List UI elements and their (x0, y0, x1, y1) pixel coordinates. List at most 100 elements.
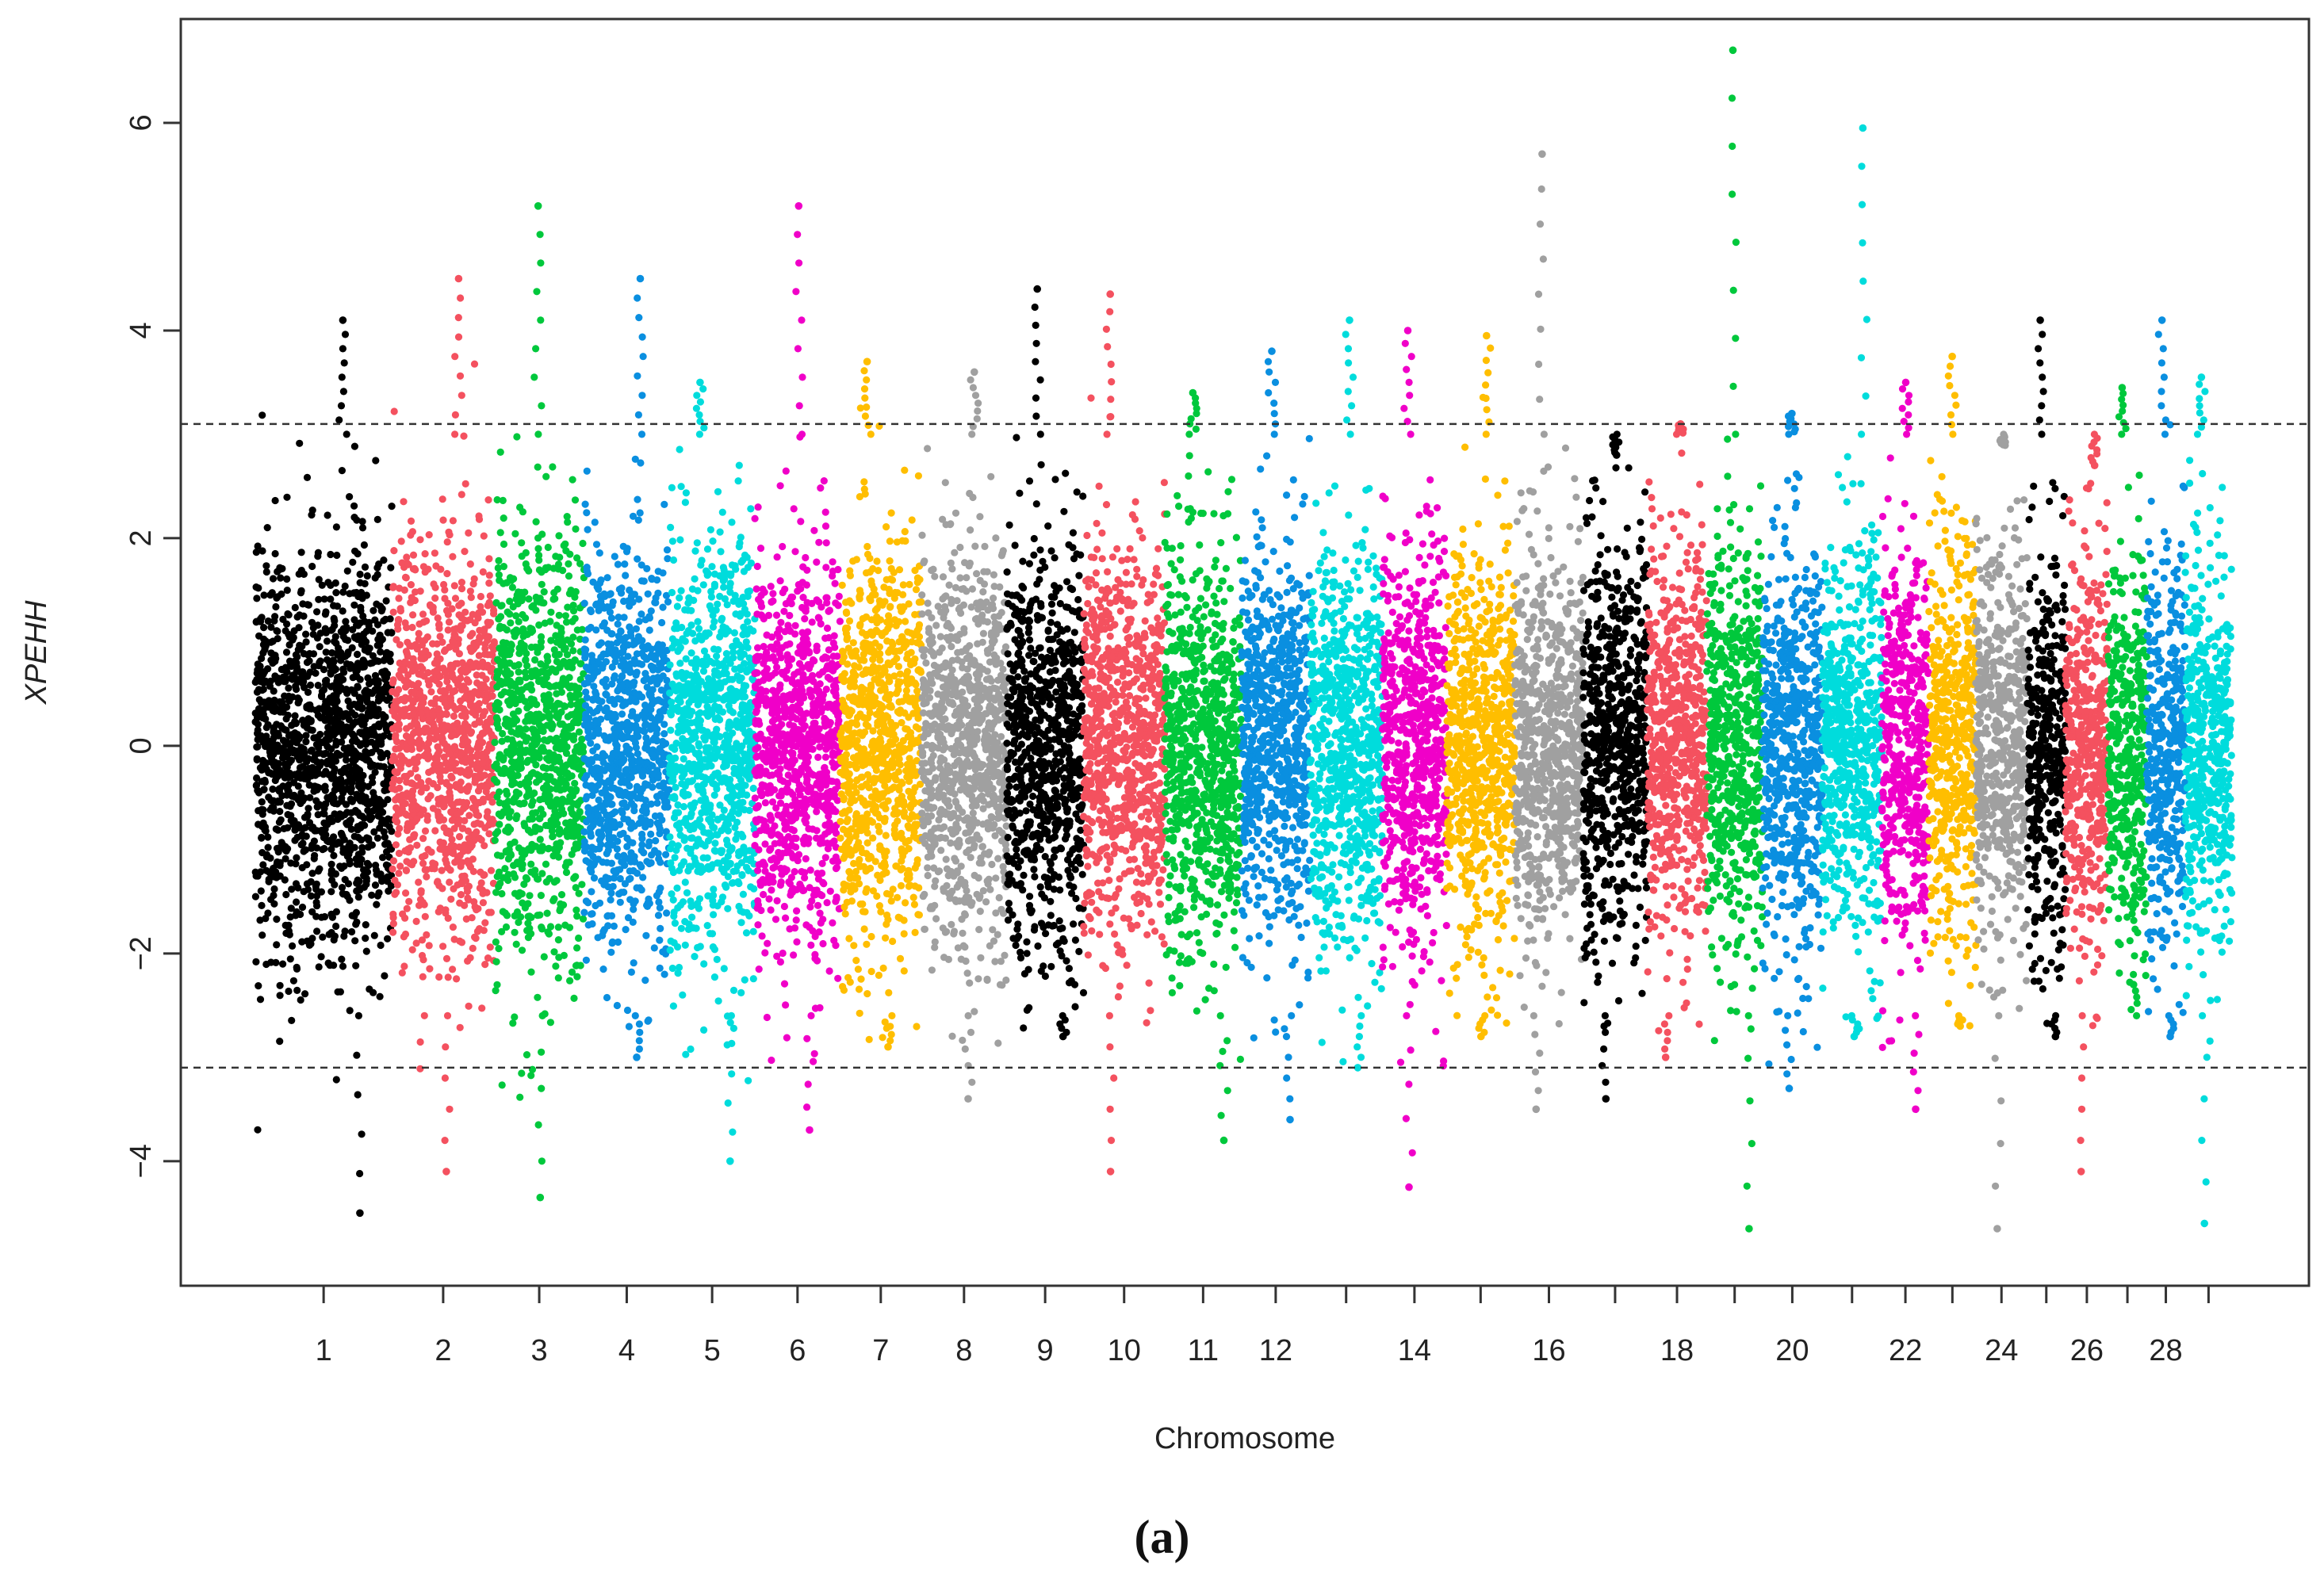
data-point (570, 874, 578, 882)
data-point (571, 656, 580, 664)
data-point (362, 921, 369, 929)
data-point (462, 708, 470, 717)
data-point (483, 889, 491, 897)
data-point (251, 893, 259, 900)
data-point (619, 648, 627, 656)
data-point (555, 827, 563, 835)
data-point (380, 828, 388, 835)
data-point (294, 750, 302, 759)
data-point (433, 660, 442, 667)
data-point (407, 704, 415, 712)
data-point (364, 674, 372, 682)
data-point (291, 712, 299, 720)
data-point (283, 738, 291, 746)
data-point (602, 658, 611, 666)
data-point (403, 553, 411, 561)
data-point (314, 682, 322, 690)
data-point (260, 624, 268, 632)
data-point (363, 834, 371, 842)
data-point (398, 969, 406, 977)
data-point (263, 524, 271, 532)
data-point (306, 793, 314, 801)
data-point (531, 656, 539, 664)
data-point (538, 598, 546, 607)
data-point (332, 589, 340, 597)
data-point (700, 647, 709, 656)
data-point (614, 560, 622, 568)
data-point (509, 771, 518, 779)
data-point (434, 783, 442, 792)
data-point (481, 644, 489, 652)
data-point (381, 972, 389, 980)
data-point (442, 954, 451, 962)
data-point (720, 965, 728, 973)
data-point (616, 724, 624, 732)
data-point (546, 618, 554, 625)
data-point (356, 570, 364, 579)
data-point (524, 826, 533, 834)
data-point (446, 661, 455, 669)
data-point (264, 843, 272, 851)
data-point (611, 808, 619, 816)
data-point (581, 500, 589, 508)
data-point (607, 896, 615, 904)
data-point (657, 924, 664, 932)
data-point (461, 901, 469, 909)
data-point (557, 839, 565, 847)
data-point (377, 740, 385, 748)
peak-point (634, 294, 641, 302)
data-point (262, 637, 270, 645)
data-point (373, 712, 381, 720)
data-point (694, 862, 702, 870)
data-point (635, 690, 643, 698)
data-point (377, 941, 385, 950)
data-point (327, 774, 336, 782)
data-point (491, 763, 499, 770)
data-point (521, 698, 529, 705)
data-point (511, 928, 519, 936)
data-point (310, 855, 318, 862)
data-point (329, 682, 337, 690)
data-point (364, 806, 372, 814)
data-point (292, 880, 301, 888)
data-point (327, 870, 335, 878)
peak-point (337, 402, 346, 410)
data-point (319, 933, 327, 941)
data-point (392, 704, 400, 712)
peak-point (637, 430, 646, 438)
data-point (734, 878, 742, 885)
data-point (569, 647, 577, 655)
data-point (589, 709, 597, 717)
data-point (458, 728, 466, 736)
data-point (591, 670, 599, 678)
data-point (654, 774, 662, 782)
data-point (270, 617, 278, 625)
peak-point (335, 416, 343, 424)
data-point (611, 553, 618, 560)
data-point (262, 853, 270, 861)
data-point (603, 574, 611, 582)
data-point (583, 564, 591, 572)
data-point (618, 656, 626, 663)
data-point (463, 887, 472, 896)
data-point (315, 575, 323, 583)
data-point (394, 714, 402, 722)
data-point (358, 660, 366, 668)
data-point (377, 763, 385, 770)
data-point (350, 616, 358, 624)
data-point (531, 667, 539, 675)
data-point (519, 633, 527, 640)
data-point (378, 668, 386, 677)
data-point (536, 835, 544, 843)
data-point (408, 802, 416, 810)
data-point (392, 841, 400, 849)
data-point (432, 728, 440, 736)
data-point (511, 633, 519, 640)
data-point (535, 710, 543, 718)
data-point (515, 668, 523, 676)
data-point (581, 650, 589, 659)
data-point (254, 1126, 262, 1134)
data-point (627, 849, 635, 857)
data-point (624, 914, 633, 922)
data-point (549, 751, 557, 759)
